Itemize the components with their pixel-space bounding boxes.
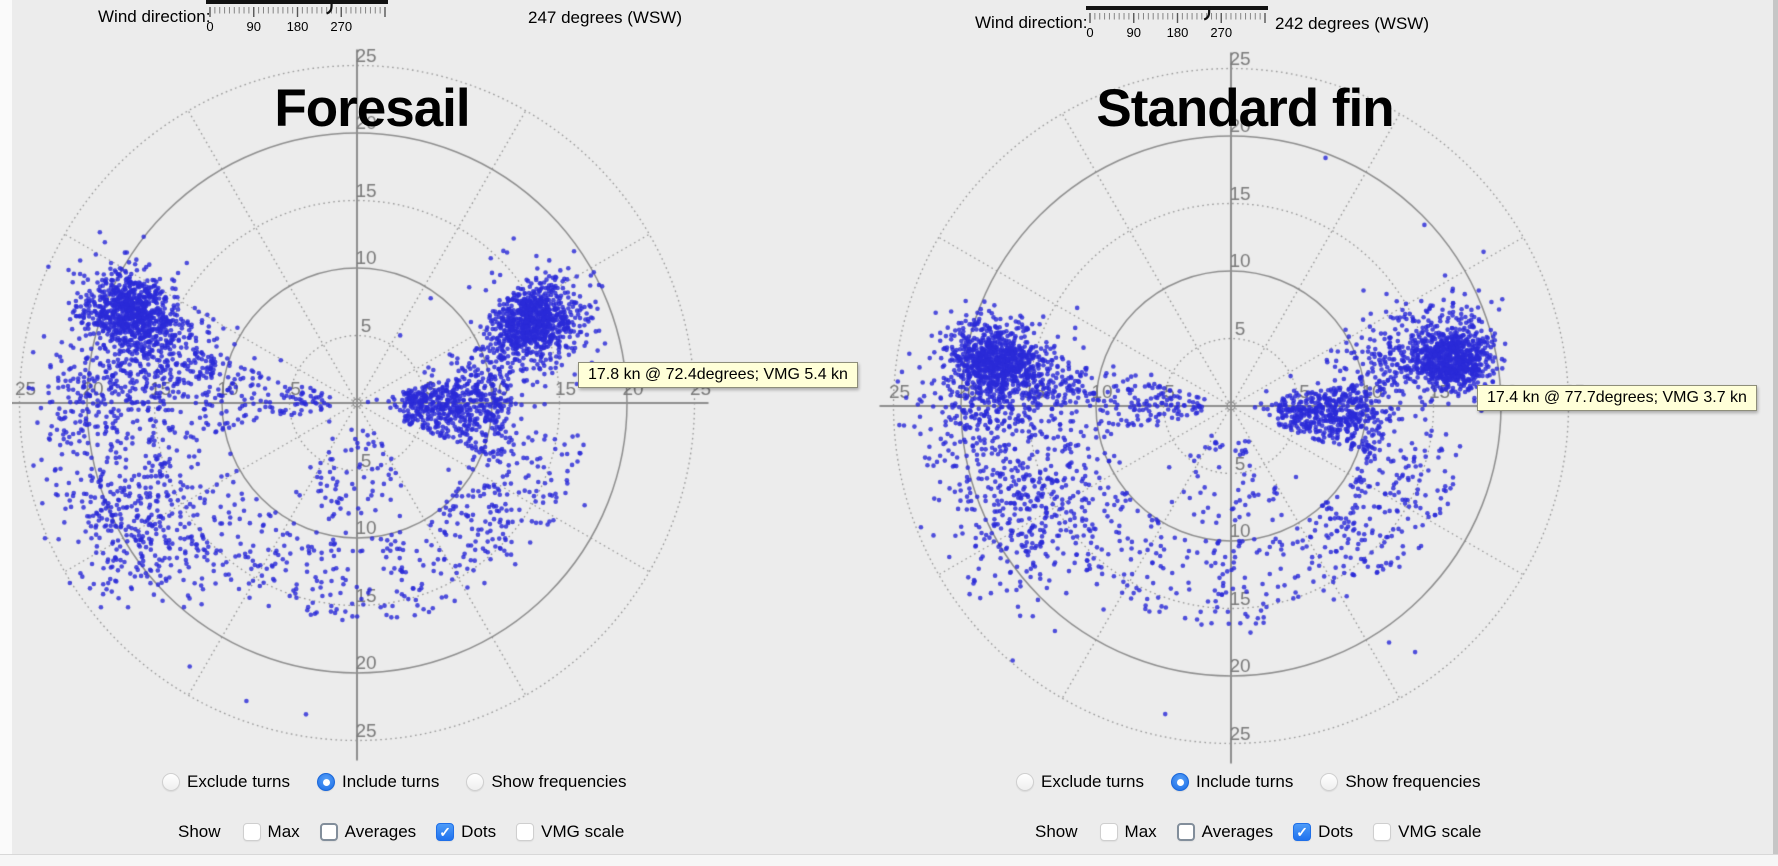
checkbox-averages[interactable]: ✓ Averages [319, 822, 417, 842]
radio-include-turns[interactable]: Include turns [1171, 772, 1293, 792]
window-left-edge [0, 0, 12, 866]
radio-selected-icon [317, 773, 335, 791]
wind-direction-slider[interactable]: 0 90 180 270 [204, 0, 399, 44]
checkbox-label: Dots [461, 822, 497, 841]
checkbox-dots[interactable]: ✓ Dots [1293, 822, 1353, 842]
slider-track[interactable] [206, 0, 388, 4]
checkbox-label: Dots [1318, 822, 1354, 841]
checkbox-label: Max [267, 822, 300, 841]
checkbox-icon: ✓ [1099, 823, 1118, 841]
wind-direction-slider[interactable]: 0 90 180 270 [1084, 6, 1279, 50]
radio-label: Include turns [342, 772, 440, 791]
checkbox-max[interactable]: ✓ Max [242, 822, 300, 842]
checkbox-label: VMG scale [541, 822, 625, 841]
checkbox-focused-icon: ✓ [319, 823, 338, 841]
radio-label: Exclude turns [187, 772, 290, 791]
radio-icon [1016, 773, 1034, 791]
radio-exclude-turns[interactable]: Exclude turns [1016, 772, 1144, 792]
wind-direction-label: Wind direction: [98, 7, 211, 26]
radio-icon [466, 773, 485, 791]
checkbox-vmg-scale[interactable]: ✓ VMG scale [1373, 822, 1481, 842]
show-label: Show [1035, 822, 1078, 841]
slider-tick-label: 90 [1127, 25, 1141, 40]
slider-thumb[interactable] [326, 0, 333, 15]
radio-include-turns[interactable]: Include turns [317, 772, 439, 792]
data-point-tooltip: 17.4 kn @ 77.7degrees; VMG 3.7 kn [1477, 385, 1757, 411]
checkbox-max[interactable]: ✓ Max [1099, 822, 1157, 842]
slider-track[interactable] [1086, 6, 1268, 10]
radio-exclude-turns[interactable]: Exclude turns [162, 772, 290, 792]
slider-thumb[interactable] [1203, 6, 1211, 21]
turns-radio-group: Exclude turns Include turns Show frequen… [1016, 770, 1480, 794]
slider-tick-label: 180 [287, 19, 309, 34]
checkbox-label: Averages [344, 822, 417, 841]
slider-tick-label: 0 [1086, 25, 1093, 40]
slider-tick-label: 0 [206, 19, 213, 34]
window-bottom-strip [0, 854, 1778, 866]
checkbox-averages[interactable]: ✓ Averages [1176, 822, 1274, 842]
checkbox-vmg-scale[interactable]: ✓ VMG scale [516, 822, 624, 842]
radio-icon [162, 773, 180, 791]
radio-label: Exclude turns [1041, 772, 1144, 791]
turns-radio-group: Exclude turns Include turns Show frequen… [162, 770, 626, 794]
checkbox-label: Max [1124, 822, 1157, 841]
radio-label: Show frequencies [1345, 772, 1481, 791]
show-options-group: Show ✓ Max ✓ Averages ✓ Dots ✓ VMG scale [178, 820, 624, 844]
radio-icon [1320, 773, 1339, 791]
checkbox-label: Averages [1201, 822, 1274, 841]
radio-show-frequencies[interactable]: Show frequencies [466, 772, 626, 792]
checkbox-label: VMG scale [1398, 822, 1482, 841]
window-right-edge [1773, 0, 1778, 866]
wind-direction-value: 242 degrees (WSW) [1275, 14, 1429, 33]
slider-tick-label: 270 [330, 19, 352, 34]
checkbox-checked-icon: ✓ [436, 823, 455, 841]
show-options-group: Show ✓ Max ✓ Averages ✓ Dots ✓ VMG scale [1035, 820, 1481, 844]
checkbox-focused-icon: ✓ [1176, 823, 1195, 841]
checkbox-dots[interactable]: ✓ Dots [436, 822, 496, 842]
checkbox-checked-icon: ✓ [1293, 823, 1312, 841]
chart-title-standard-fin: Standard fin [1096, 79, 1394, 138]
wind-direction-value: 247 degrees (WSW) [528, 8, 682, 27]
radio-show-frequencies[interactable]: Show frequencies [1320, 772, 1480, 792]
wind-direction-label: Wind direction: [975, 13, 1088, 32]
slider-tick-label: 90 [247, 19, 261, 34]
slider-tick-label: 270 [1210, 25, 1232, 40]
radio-label: Show frequencies [491, 772, 627, 791]
slider-tick-label: 180 [1167, 25, 1189, 40]
checkbox-icon: ✓ [516, 823, 535, 841]
show-label: Show [178, 822, 221, 841]
chart-title-foresail: Foresail [274, 79, 470, 138]
checkbox-icon: ✓ [1373, 823, 1392, 841]
checkbox-icon: ✓ [242, 823, 261, 841]
radio-selected-icon [1171, 773, 1189, 791]
data-point-tooltip: 17.8 kn @ 72.4degrees; VMG 5.4 kn [578, 362, 858, 388]
radio-label: Include turns [1196, 772, 1294, 791]
